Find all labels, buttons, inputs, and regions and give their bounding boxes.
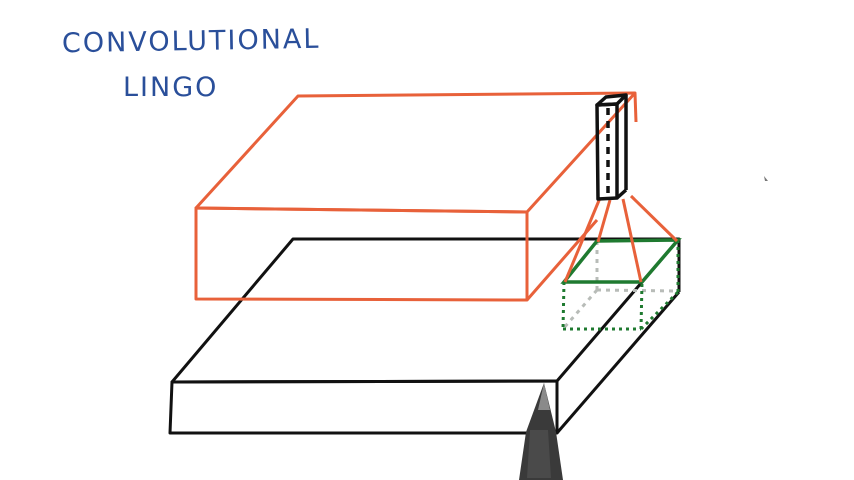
receptive-field-patch	[560, 238, 682, 331]
title-line-2: LINGO	[123, 72, 219, 103]
patch-hidden-edges	[561, 241, 679, 330]
depth-column	[595, 93, 628, 201]
pen-stylus	[519, 383, 563, 480]
cursor-mark	[764, 176, 768, 181]
projection-lines	[563, 194, 679, 283]
input-volume	[168, 237, 681, 435]
